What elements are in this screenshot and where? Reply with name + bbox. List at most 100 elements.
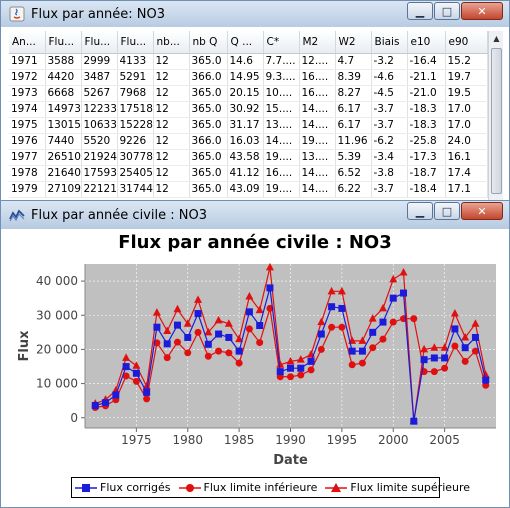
data-point-circle (297, 371, 305, 379)
data-point-square (276, 368, 284, 376)
data-point-square (287, 364, 294, 372)
table-cell: 6.17 (335, 101, 372, 118)
column-header[interactable]: e10 (407, 31, 446, 54)
table-cell: 43.09 (227, 181, 264, 198)
data-point-square (194, 310, 202, 318)
close-button[interactable]: ✕ (461, 202, 503, 220)
data-point-triangle (430, 343, 439, 351)
data-point-square (441, 354, 449, 362)
table-cell: -3.2 (371, 53, 408, 70)
data-point-square (410, 417, 418, 425)
column-header[interactable]: Q ... (227, 31, 264, 54)
data-point-triangle (265, 262, 274, 271)
column-header[interactable]: W2 (335, 31, 372, 54)
column-header[interactable]: Flu... (45, 31, 82, 54)
table-cell: 9226 (117, 133, 154, 150)
table-row[interactable]: 1977 26510 21924 30778 12 365.0 43.58 19.... 13.… (9, 149, 488, 166)
table-cell: 1972 (9, 69, 46, 86)
table-cell: 366.0 (189, 133, 228, 150)
table-cell: 3487 (81, 69, 118, 86)
column-header[interactable]: nb Q (189, 31, 228, 54)
table-row[interactable]: 1975 13015 10633 15228 12 365.0 31.17 13.... 14.… (9, 117, 488, 134)
table-row[interactable]: 1979 27109 22121 31744 12 365.0 43.09 19.... 14.… (9, 181, 488, 198)
minimize-icon: ▁ (415, 204, 425, 218)
table-cell: 24.0 (445, 133, 488, 150)
data-point-triangle (337, 286, 346, 295)
table-cell: 1976 (9, 133, 46, 150)
table-row[interactable]: 1974 14973 12233 17518 12 365.0 30.92 15.... 14.… (9, 101, 488, 118)
data-point-triangle (152, 308, 161, 316)
data-point-square (328, 303, 336, 311)
scrollbar-thumb[interactable] (491, 48, 502, 194)
table-row[interactable]: 1973 6668 5267 7968 12 365.0 20.15 10.... 16....… (9, 85, 488, 102)
scroll-up-icon[interactable]: ▲ (493, 34, 500, 43)
table-cell: 7440 (45, 133, 82, 150)
data-point-triangle (122, 353, 131, 361)
table-cell: 27109 (45, 181, 82, 198)
data-point-circle (143, 395, 151, 403)
x-tick-label: 2000 (378, 433, 409, 447)
table-cell: 4133 (117, 53, 154, 70)
table-cell: -3.4 (371, 149, 408, 166)
minimize-button[interactable]: ▁ (407, 2, 433, 20)
data-point-circle (235, 359, 243, 367)
column-header[interactable]: Biais (371, 31, 408, 54)
data-point-circle (410, 315, 418, 323)
column-header[interactable]: C* (263, 31, 300, 54)
data-point-triangle (163, 326, 172, 334)
table-window-titlebar[interactable]: Flux par année: NO3 ▁ □ ✕ (1, 1, 509, 27)
table-cell: 17.1 (445, 181, 488, 198)
table-cell: 12 (153, 85, 190, 102)
column-header[interactable]: nb... (153, 31, 190, 54)
table-vertical-scrollbar[interactable]: ▲ (488, 31, 503, 201)
table-cell: 5291 (117, 69, 154, 86)
chart-window-titlebar[interactable]: Flux par année civile : NO3 ▁ □ ✕ (1, 201, 509, 229)
data-point-square (471, 333, 479, 341)
table-cell: 10.... (263, 85, 300, 102)
data-point-square (184, 333, 192, 341)
table-cell: 6.52 (335, 165, 372, 182)
data-point-triangle (224, 319, 233, 327)
data-point-circle (307, 366, 315, 374)
table-cell: 6.22 (335, 181, 372, 198)
table-cell: 1977 (9, 149, 46, 166)
column-header[interactable]: M2 (299, 31, 336, 54)
table-row[interactable]: 1978 21640 17593 25405 12 365.0 41.12 16.... 14.… (9, 165, 488, 182)
data-point-triangle (194, 295, 203, 303)
java-app-icon (9, 6, 25, 22)
data-point-circle (358, 359, 366, 367)
data-point-triangle (286, 356, 295, 365)
table-row[interactable]: 1976 7440 5520 9226 12 366.0 16.03 14.... 19....… (9, 133, 488, 150)
data-point-circle (430, 368, 438, 376)
table-cell: 12 (153, 149, 190, 166)
maximize-button[interactable]: □ (434, 202, 460, 220)
data-point-square (173, 321, 181, 329)
data-point-triangle (255, 305, 264, 314)
data-point-triangle (358, 336, 367, 344)
x-tick-label: 1975 (121, 433, 152, 447)
close-button[interactable]: ✕ (461, 2, 503, 20)
table-cell: 1975 (9, 117, 46, 134)
table-row[interactable]: 1971 3588 2999 4133 12 365.0 14.6 7.7.... 12....… (9, 53, 488, 70)
column-header[interactable]: Flu... (81, 31, 118, 54)
minimize-button[interactable]: ▁ (407, 202, 433, 220)
column-header[interactable]: An... (9, 31, 46, 54)
maximize-button[interactable]: □ (434, 2, 460, 20)
table-row[interactable]: 1972 4420 3487 5291 12 366.0 14.95 9.3.... 16...… (9, 69, 488, 86)
table-cell: -3.7 (371, 181, 408, 198)
table-cell: 365.0 (189, 165, 228, 182)
maximize-icon: □ (441, 204, 453, 218)
data-point-triangle (461, 332, 470, 341)
table-cell: 21640 (45, 165, 82, 182)
table-cell: 365.0 (189, 149, 228, 166)
column-header[interactable]: e90 (445, 31, 488, 54)
legend-square-icon (75, 483, 97, 492)
table-cell: 41.12 (227, 165, 264, 182)
table-cell: 12.... (299, 53, 336, 70)
column-header[interactable]: Flu... (117, 31, 154, 54)
data-point-triangle (399, 268, 408, 276)
table-cell: 4.7 (335, 53, 372, 70)
data-point-square (338, 304, 346, 312)
table-cell: -18.3 (407, 117, 446, 134)
